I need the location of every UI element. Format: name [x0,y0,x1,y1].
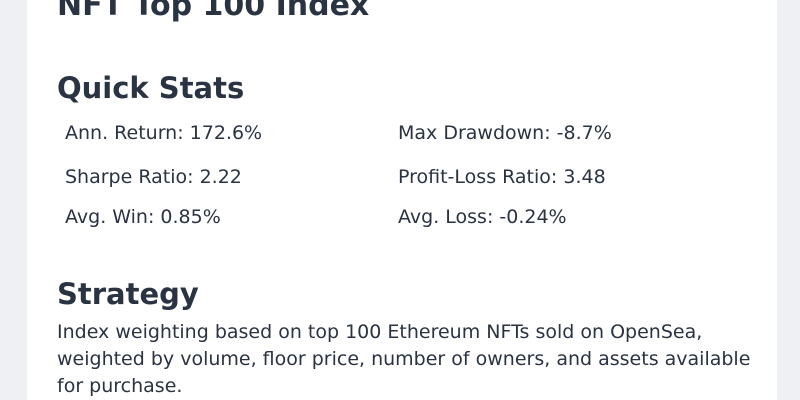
stat-profit-loss-ratio: Profit-Loss Ratio: 3.48 [398,166,606,188]
quick-stats-heading: Quick Stats [57,71,245,105]
strategy-description: Index weighting based on top 100 Ethereu… [57,321,751,397]
stat-average-win: Avg. Win: 0.85% [65,206,221,228]
stat-average-loss: Avg. Loss: -0.24% [398,206,567,228]
index-title: NFT Top 100 Index [57,0,370,23]
strategy-heading: Strategy [57,277,199,311]
index-card [27,0,777,400]
stat-annual-return: Ann. Return: 172.6% [65,122,263,144]
stat-sharpe-ratio: Sharpe Ratio: 2.22 [65,166,242,188]
stat-max-drawdown: Max Drawdown: -8.7% [398,122,612,144]
